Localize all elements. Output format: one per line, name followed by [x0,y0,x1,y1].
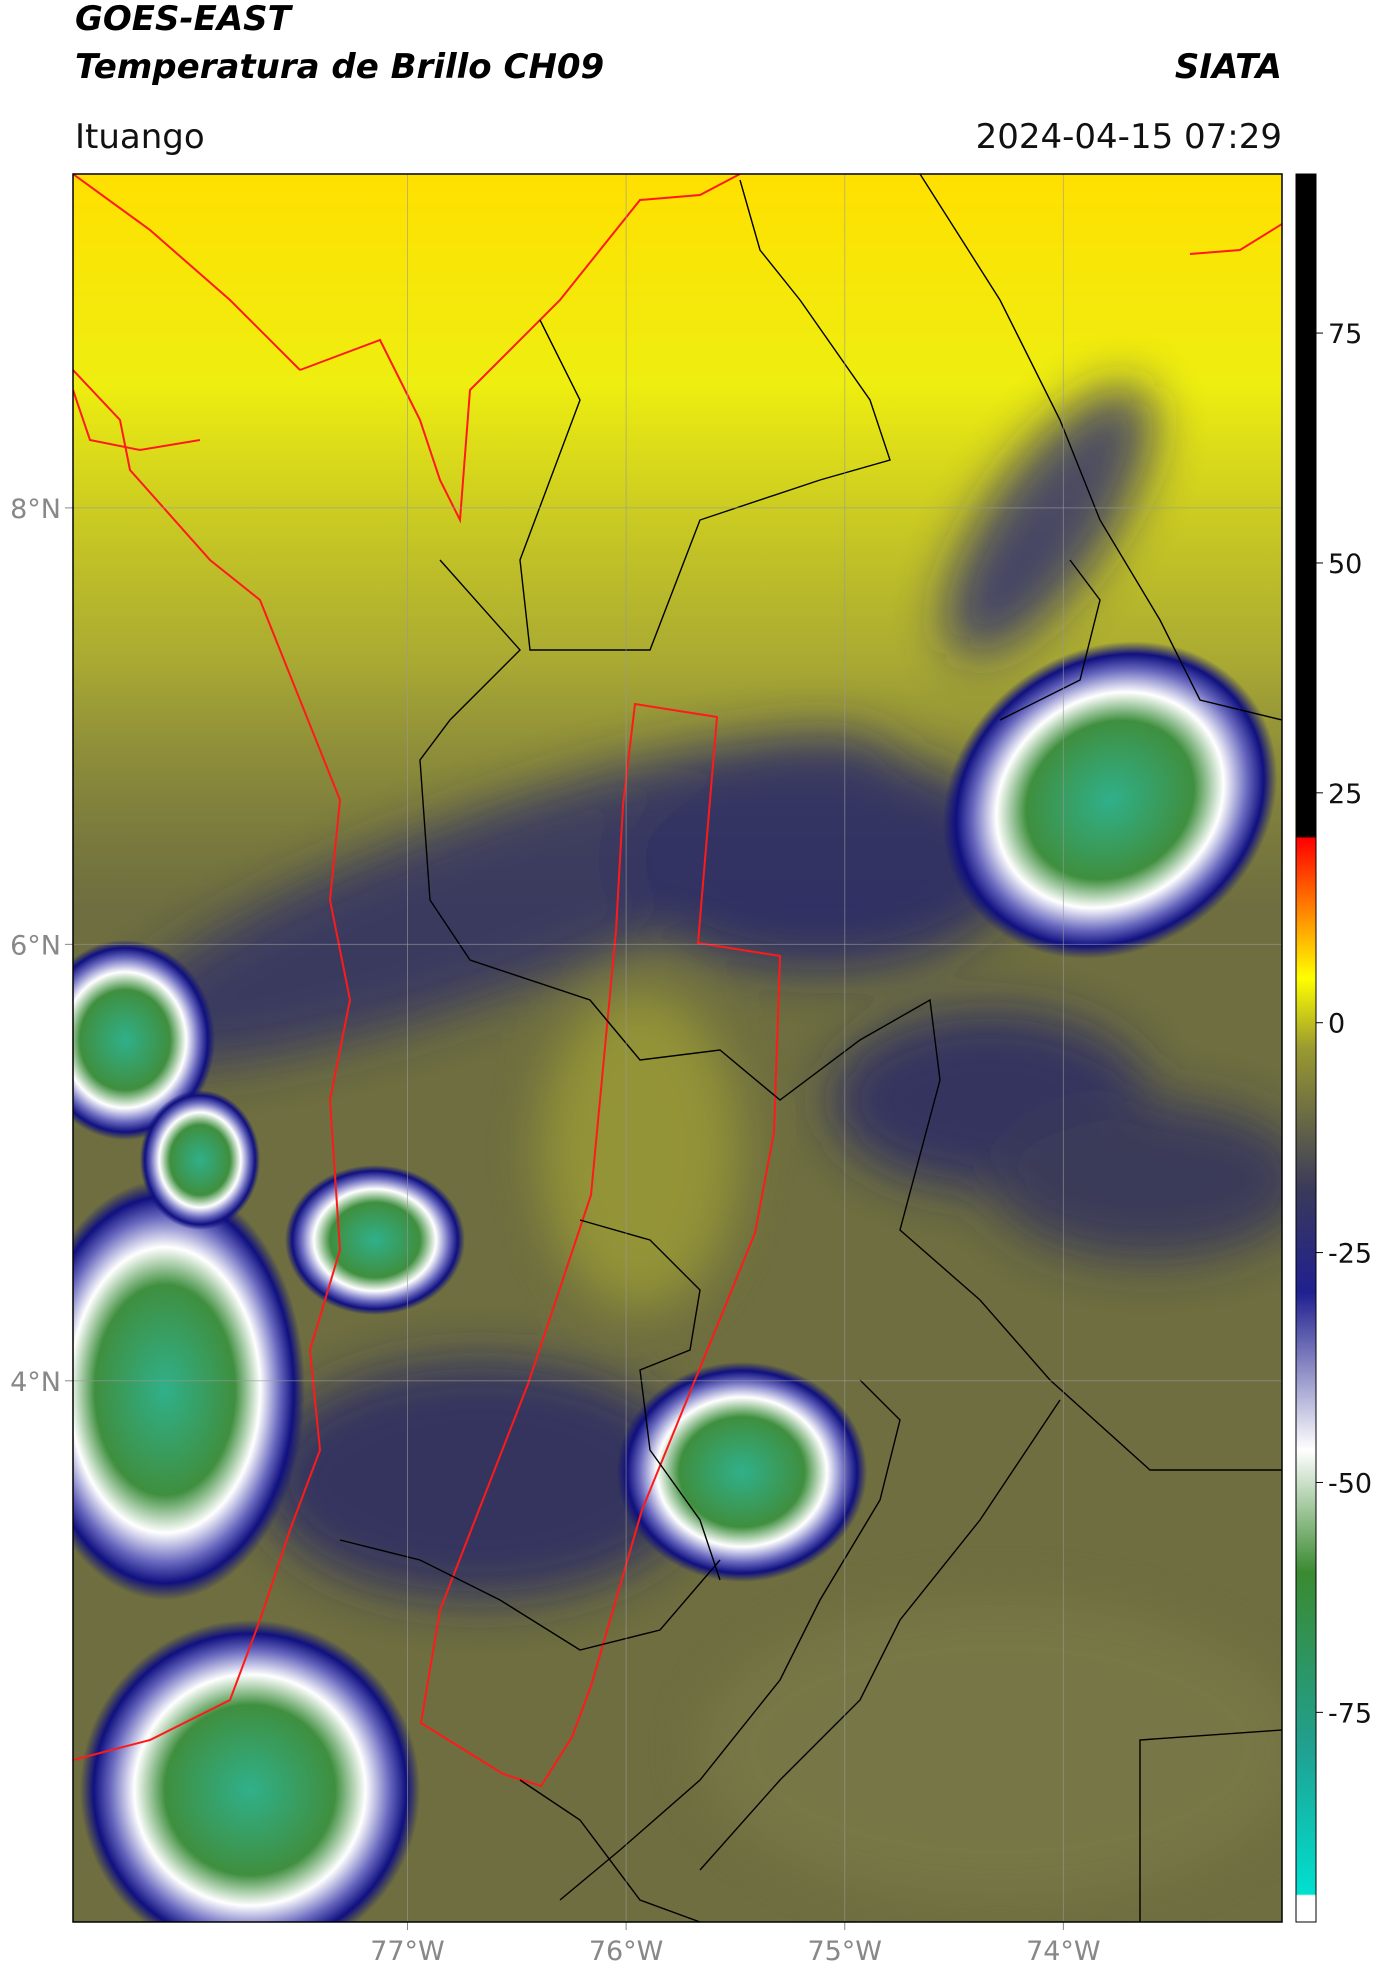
y-tick-label: 8°N [10,494,61,525]
colorbar-tick-label: 50 [1328,549,1362,580]
x-tick-label: 74°W [1026,1936,1101,1967]
x-tick-label: 76°W [589,1936,664,1967]
grid: 77°W 76°W 75°W 74°W 4°N 6°N 8°N [10,174,1282,1967]
colorbar-tick-label: -25 [1328,1239,1372,1270]
datetime: 2024-04-15 07:29 [976,117,1282,157]
colorbar-ticks: 75 50 25 0 -25 -50 -75 [1316,319,1372,1729]
x-tick-label: 75°W [807,1936,882,1967]
y-tick-label: 6°N [10,930,61,961]
colorbar [1295,173,1317,1923]
subtitle: Temperatura de Brillo CH09 [75,47,604,87]
map-image [73,174,1282,1922]
colorbar-tick-label: 25 [1328,779,1362,810]
map-frame [72,173,1283,1923]
colorbar-tick-label: -50 [1328,1468,1372,1499]
x-tick-label: 77°W [370,1936,445,1967]
location: Ituango [75,117,205,157]
colorbar-tick-label: -75 [1328,1698,1372,1729]
title: GOES-EAST [75,0,294,39]
source: SIATA [1175,47,1282,87]
y-tick-label: 4°N [10,1367,61,1398]
colorbar-tick-label: 75 [1328,319,1362,350]
colorbar-tick-label: 0 [1328,1009,1345,1040]
